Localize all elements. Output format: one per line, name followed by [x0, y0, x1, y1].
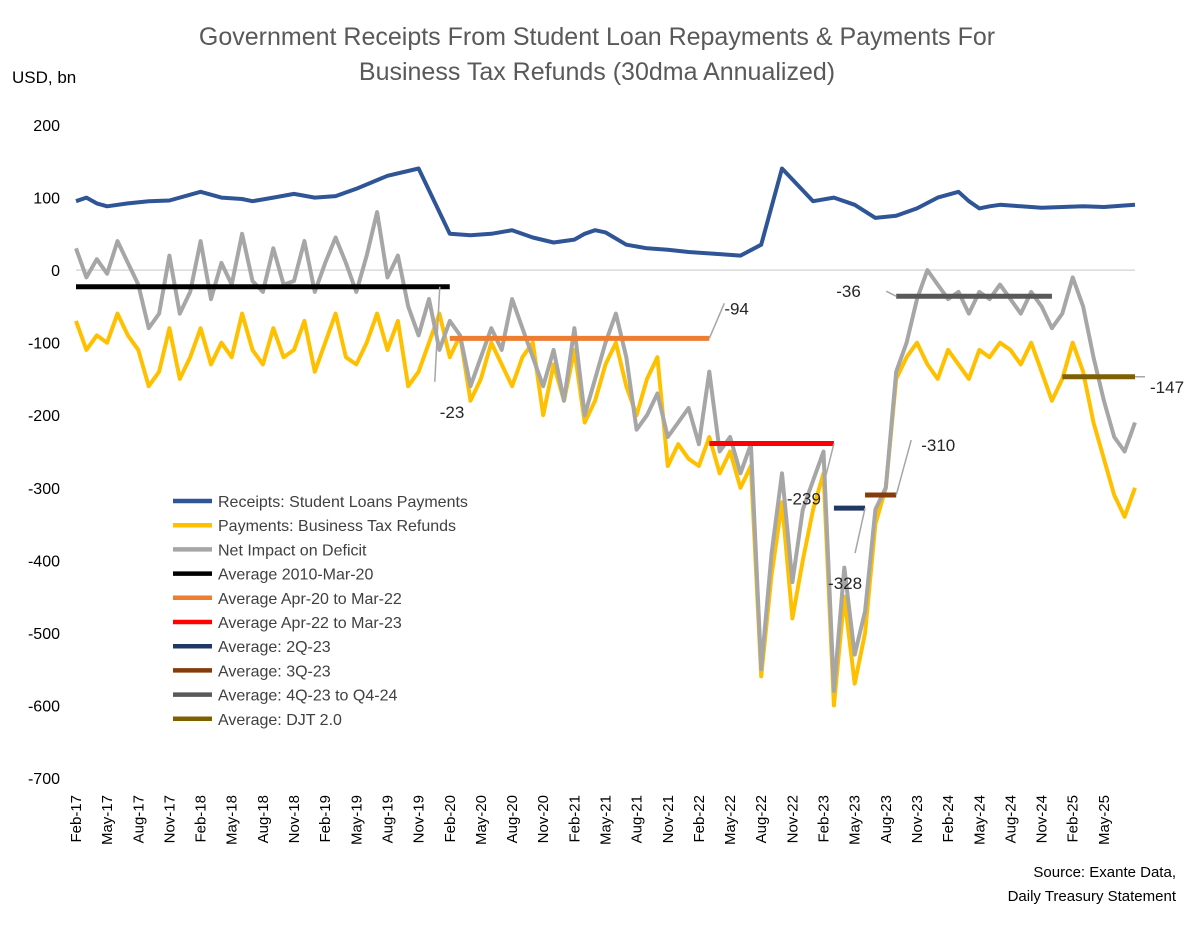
legend-label: Average Apr-20 to Mar-22: [218, 591, 402, 608]
x-tick-label: Aug-23: [878, 795, 895, 843]
x-tick-label: Feb-19: [317, 795, 334, 843]
x-tick-label: Feb-18: [193, 795, 210, 843]
y-tick-label: -200: [28, 408, 60, 425]
x-tick-label: Nov-24: [1034, 795, 1051, 843]
series-layer: [74, 166, 1137, 708]
x-tick-label: May-22: [722, 795, 739, 845]
legend-label: Average: 4Q-23 to Q4-24: [218, 688, 397, 705]
x-tick-label: Nov-21: [660, 795, 677, 843]
average-value-label: -23: [440, 403, 465, 422]
y-tick-label: -500: [28, 626, 60, 643]
x-tick-label: Aug-20: [504, 795, 521, 843]
source-line-1: Source: Exante Data,: [1033, 864, 1176, 881]
average-value-label: -36: [836, 282, 861, 301]
x-tick-label: May-18: [224, 795, 241, 845]
x-tick-label: May-20: [473, 795, 490, 845]
legend-label: Average: 2Q-23: [218, 639, 331, 656]
source-line-2: Daily Treasury Statement: [1008, 888, 1177, 905]
series-line-1: [74, 311, 1137, 708]
chart-title: Government Receipts From Student Loan Re…: [199, 23, 995, 51]
x-tick-label: Feb-21: [566, 795, 583, 843]
legend: Receipts: Student Loans Payments Payments…: [173, 494, 468, 729]
label-leader: [854, 507, 866, 554]
x-tick-label: Feb-24: [940, 795, 957, 843]
y-tick-label: -100: [28, 336, 60, 353]
x-tick-label: May-25: [1096, 795, 1113, 845]
x-tick-label: Aug-22: [753, 795, 770, 843]
x-tick-label: Aug-17: [130, 795, 147, 843]
x-tick-label: May-21: [598, 795, 615, 845]
legend-label: Average 2010-Mar-20: [218, 567, 373, 584]
legend-label: Payments: Business Tax Refunds: [218, 518, 456, 535]
x-tick-label: Feb-17: [68, 795, 85, 843]
y-axis-label: USD, bn: [12, 68, 76, 87]
legend-label: Average Apr-22 to Mar-23: [218, 615, 402, 632]
legend-label: Average: 3Q-23: [218, 663, 331, 680]
legend-label: Receipts: Student Loans Payments: [218, 494, 468, 511]
label-leader: [885, 290, 897, 297]
series-line-2: [74, 210, 1137, 693]
x-tick-label: Aug-18: [255, 795, 272, 843]
average-value-label: -328: [828, 574, 862, 593]
x-tick-label: Nov-20: [535, 795, 552, 843]
y-tick-label: -700: [28, 771, 60, 788]
x-tick-label: May-23: [847, 795, 864, 845]
x-axis-ticks: Feb-17 May-17 Aug-17 Nov-17 Feb-18 May-18 Aug-…: [68, 795, 1113, 845]
x-tick-label: Feb-20: [442, 795, 459, 843]
y-tick-label: -400: [28, 553, 60, 570]
label-leader: [823, 443, 835, 484]
x-tick-label: May-17: [99, 795, 116, 845]
x-tick-label: Aug-19: [379, 795, 396, 843]
chart-title-line2: Business Tax Refunds (30dma Annualized): [359, 58, 835, 86]
x-tick-label: Aug-21: [629, 795, 646, 843]
x-tick-label: Nov-23: [909, 795, 926, 843]
series-line-0: [75, 166, 1136, 258]
average-value-label: -147: [1150, 378, 1184, 397]
y-tick-label: 0: [51, 263, 60, 280]
y-tick-label: -600: [28, 698, 60, 715]
legend-label: Average: DJT 2.0: [218, 712, 342, 729]
label-leader: [895, 439, 912, 496]
x-tick-label: Nov-19: [411, 795, 428, 843]
x-tick-label: May-19: [348, 795, 365, 845]
y-tick-label: 100: [33, 191, 60, 208]
y-axis-ticks: 200 100 0 -100 -200 -300 -400 -500 -600 -700: [28, 118, 60, 788]
legend-label: Net Impact on Deficit: [218, 542, 367, 559]
label-leader: [708, 303, 726, 339]
x-tick-label: Feb-23: [816, 795, 833, 843]
y-tick-label: 200: [33, 118, 60, 135]
x-tick-label: Aug-24: [1002, 795, 1019, 843]
x-tick-label: May-24: [971, 795, 988, 845]
average-lines: -23 -94 -239 -328 -310 -36 -147: [76, 282, 1184, 593]
y-tick-label: -300: [28, 481, 60, 498]
x-tick-label: Nov-17: [161, 795, 178, 843]
x-tick-label: Feb-25: [1065, 795, 1082, 843]
x-tick-label: Feb-22: [691, 795, 708, 843]
average-value-label: -94: [724, 299, 749, 318]
x-tick-label: Nov-18: [286, 795, 303, 843]
average-value-label: -239: [787, 490, 821, 509]
label-leader: [434, 286, 441, 382]
x-tick-label: Nov-22: [784, 795, 801, 843]
average-value-label: -310: [921, 436, 955, 455]
